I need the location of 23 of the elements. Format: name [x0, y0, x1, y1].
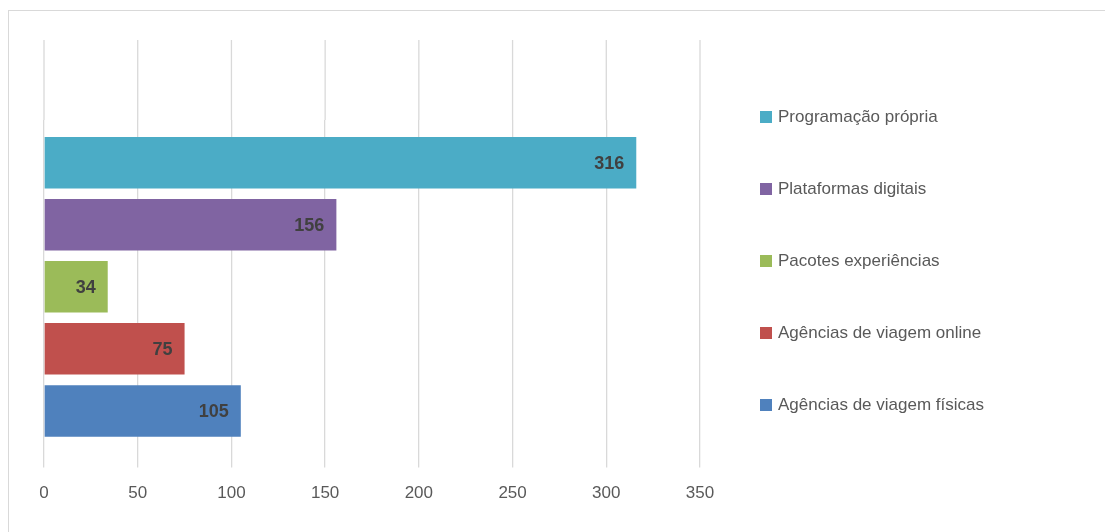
- bar: [44, 323, 185, 375]
- legend-label: Agências de viagem físicas: [778, 394, 984, 415]
- bar: [44, 199, 337, 251]
- data-label: 316: [594, 152, 625, 173]
- x-tick-label: 50: [128, 483, 148, 503]
- bar: [44, 385, 241, 437]
- x-tick-label: 350: [685, 483, 715, 503]
- legend-label: Pacotes experiências: [778, 250, 940, 271]
- x-tick-label: 250: [498, 483, 527, 503]
- data-label: 156: [294, 214, 325, 235]
- data-label: 105: [198, 400, 229, 421]
- legend-label: Plataformas digitais: [778, 178, 927, 199]
- x-tick-label: 150: [310, 483, 340, 503]
- x-tick-label: 200: [404, 483, 434, 503]
- x-tick-label: 0: [39, 483, 49, 503]
- x-tick-label: 100: [217, 483, 246, 503]
- data-label: 75: [152, 338, 173, 359]
- legend-label: Programação própria: [778, 106, 938, 127]
- bar: [44, 136, 637, 189]
- bar: [44, 261, 108, 313]
- x-tick-label: 300: [592, 483, 621, 503]
- data-label: 34: [75, 276, 96, 297]
- legend-label: Agências de viagem online: [778, 322, 982, 343]
